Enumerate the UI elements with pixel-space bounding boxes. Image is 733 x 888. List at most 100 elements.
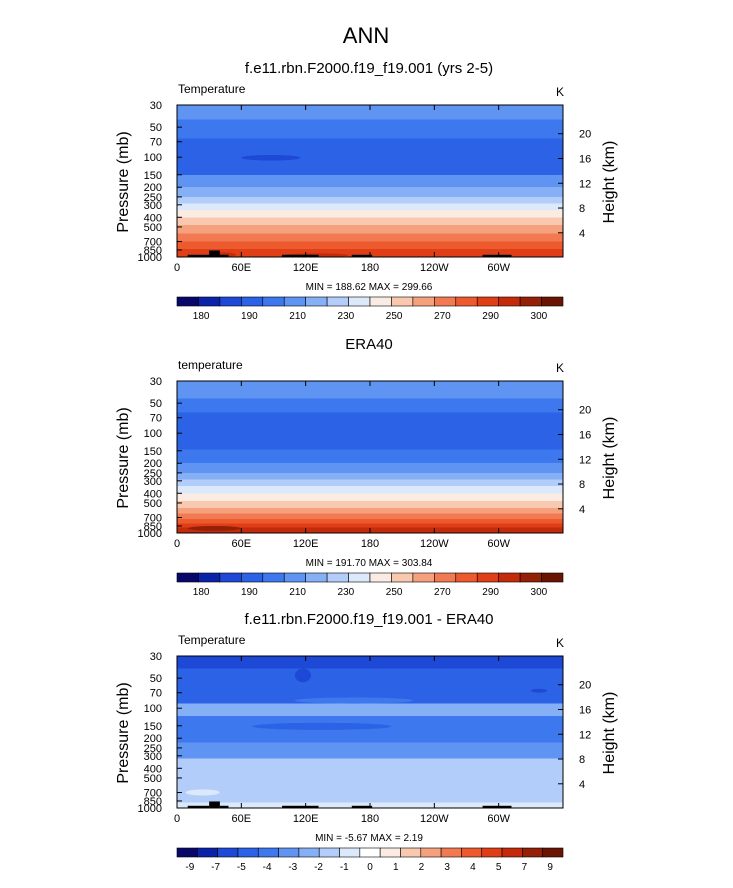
colorbar: 180 190 210 230 250 270 290 300 [176,572,564,598]
colorbar-swatch [369,296,392,307]
height-tick-label: 8 [579,203,585,215]
colorbar-swatch [434,572,457,583]
colorbar-label: -1 [340,862,349,873]
y-tick-label: 50 [150,673,162,685]
units-label: K [556,361,564,375]
colorbar-label: 4 [470,862,476,873]
colorbar-swatch [455,572,478,583]
contour-band [177,449,563,464]
colorbar-label: 210 [289,311,306,322]
x-tick-label: 60E [232,813,252,825]
contour-band [177,105,563,120]
contour-band [177,486,563,494]
contour-band [177,398,563,413]
y-tick-label: 250 [144,743,162,755]
colorbar-swatch [522,847,543,858]
x-tick-label: 120E [293,813,319,825]
colorbar-swatch [219,572,242,583]
contour-band [177,518,563,524]
contour-feature [294,697,413,704]
colorbar-swatch [481,847,503,858]
colorbar-label: 250 [386,587,403,598]
land-mask [482,805,512,808]
height-tick-label: 16 [579,704,591,716]
colorbar-swatch [519,296,542,307]
colorbar-swatch [412,572,435,583]
x-tick-label: 120W [420,262,449,274]
colorbar-label: 300 [531,587,548,598]
colorbar-swatch [455,296,478,307]
height-tick-label: 16 [579,153,591,165]
y-tick-label: 1000 [138,528,162,540]
y-tick-label: 200 [144,182,162,194]
y-tick-label: 1000 [138,803,162,815]
variable-label: Temperature [178,82,246,96]
height-tick-label: 8 [579,754,585,766]
contour-plot: 0 60E 120E 180 120W 60W3050701001502002503004… [138,100,592,274]
colorbar-swatch [498,572,521,583]
min-max-note: MIN = 188.62 MAX = 299.66 [306,282,433,293]
colorbar-swatch [339,847,361,858]
colorbar-label: 210 [289,587,306,598]
colorbar-label: 0 [367,862,373,873]
colorbar: 180 190 210 230 250 270 290 300 [176,296,564,322]
y-tick-label: 100 [144,428,162,440]
contour-band [177,493,563,502]
y-axis-label: Pressure (mb) [115,682,132,783]
colorbar-swatch [412,296,435,307]
y-tick-label: 50 [150,398,162,410]
colorbar-swatch [241,296,264,307]
height-tick-label: 12 [579,454,591,466]
y-tick-label: 500 [144,773,162,785]
y-tick-label: 700 [144,513,162,525]
colorbar-label: 7 [522,862,528,873]
colorbar-swatch [219,296,242,307]
y-tick-label: 250 [144,192,162,204]
right-axis-label: Height (km) [601,141,618,224]
x-tick-label: 0 [174,262,180,274]
x-tick-label: 60E [232,538,252,550]
colorbar-swatch [498,296,521,307]
colorbar-swatch [176,296,199,307]
variable-label: temperature [178,358,243,372]
y-tick-label: 150 [144,446,162,458]
height-tick-label: 20 [579,405,591,417]
colorbar-swatch [379,847,401,858]
x-tick-label: 0 [174,813,180,825]
contour-band [177,501,563,508]
colorbar-label: 250 [386,311,403,322]
y-tick-label: 850 [144,521,162,533]
panel-title: ERA40 [345,336,393,353]
colorbar-label: 3 [444,862,450,873]
y-tick-label: 300 [144,751,162,763]
colorbar-swatch [305,572,328,583]
colorbar-swatch [262,572,285,583]
x-tick-label: 120W [420,538,449,550]
contour-band [177,412,563,450]
contour-band [177,203,563,211]
colorbar-swatch [461,847,483,858]
contour-band [177,742,563,759]
y-tick-label: 70 [150,688,162,700]
contour-band [177,656,563,669]
colorbar-swatch [176,847,198,858]
y-tick-label: 30 [150,100,162,112]
land-mask [187,254,210,257]
contour-band [177,241,563,249]
page-title: ANN [343,23,389,48]
x-tick-label: 60W [487,538,510,550]
colorbar-label: 190 [241,587,258,598]
colorbar-swatch [257,847,279,858]
y-tick-label: 150 [144,721,162,733]
colorbar-swatch [476,572,499,583]
x-tick-label: 60E [232,262,252,274]
y-tick-label: 1000 [138,252,162,264]
land-mask [219,805,229,808]
colorbar-swatch [305,296,328,307]
y-tick-label: 70 [150,413,162,425]
contour-feature [530,688,547,693]
right-axis-label: Height (km) [601,692,618,775]
colorbar-label: 230 [338,587,355,598]
contour-band [177,187,563,197]
